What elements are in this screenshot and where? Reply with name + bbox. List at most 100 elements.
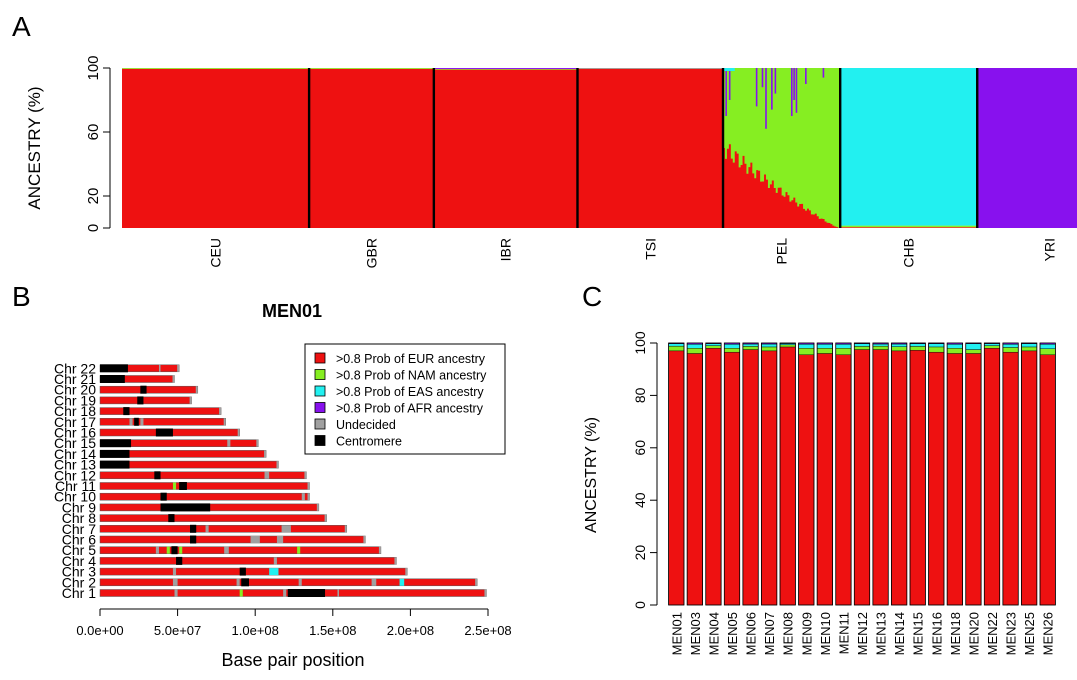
- panel-c-category-label-men15: MEN15: [911, 612, 926, 655]
- panel-b-chr4-bar: [99, 557, 397, 565]
- panel-b-chr22-end-cap: [177, 364, 180, 372]
- panel-c-bar-men10-eas: [816, 344, 833, 349]
- panel-c-bar-men18-eur: [946, 353, 963, 606]
- panel-c-category-label-men25: MEN25: [1022, 612, 1037, 655]
- panel-b-legend-box: [304, 343, 506, 455]
- panel-c-bar-outline-men14: [891, 342, 908, 606]
- panel-a-pel-afr-spike-8: [793, 68, 795, 100]
- panel-c-bar-men13-eas: [872, 343, 889, 347]
- panel-a-population-label-tsi: TSI: [642, 238, 658, 260]
- panel-c-category-label-men23: MEN23: [1004, 612, 1019, 655]
- panel-c-category-label-men01: MEN01: [669, 612, 684, 655]
- panel-c-bar-men26-eur: [1039, 354, 1056, 606]
- panel-c-bar-outline-men03: [686, 342, 703, 606]
- panel-a-ceu-nam-area: [122, 68, 310, 69]
- panel-c-category-label-men26: MEN26: [1041, 612, 1056, 655]
- panel-c-y-tick-label-40: 40: [632, 492, 648, 508]
- panel-b-chr19-bar: [99, 396, 192, 405]
- panel-b-chr3-bar: [99, 567, 408, 576]
- panel-b-chr7-centromere: [190, 524, 197, 533]
- panel-b-chr2-segment-1: [236, 578, 240, 586]
- panel-c-bar-men12-eas: [854, 343, 870, 347]
- panel-a-population-label-chb: CHB: [901, 238, 917, 268]
- panel-c-bar-men13-eur: [872, 349, 889, 606]
- panel-b-chr3-end-cap: [405, 568, 408, 576]
- panel-c-bar-men16-nam: [928, 346, 945, 353]
- panel-a-chb-eas-area: [840, 68, 978, 226]
- panel-b-legend-label-nam: >0.8 Prob of NAM ancestry: [336, 369, 487, 383]
- panel-b-chr6-segment-0: [250, 536, 260, 543]
- panel-b-chr4-centromere: [176, 556, 183, 565]
- panel-a-pel-afr-spike-4: [765, 68, 767, 129]
- panel-c-category-label-men18: MEN18: [948, 612, 963, 655]
- panel-a-y-tick-label-100: 100: [85, 55, 102, 80]
- panel-b-chr6-bar: [99, 535, 366, 544]
- panel-a-yri-afr-area: [977, 68, 1077, 228]
- panel-b-chr20-label: Chr 20: [54, 382, 96, 398]
- panel-b-chr5-segment-3: [224, 546, 229, 554]
- panel-b-chr2-segment-4: [371, 578, 377, 586]
- panel-c-bar-outline-men23: [1002, 342, 1019, 606]
- panel-b-chr3-segment-0: [172, 568, 177, 576]
- panel-b-legend-label-undecided: Undecided: [336, 418, 396, 432]
- panel-b-chr5-segment-4: [297, 546, 301, 554]
- panel-c-bar-outline-men04: [705, 342, 722, 606]
- panel-b-legend-label-afr: >0.8 Prob of AFR ancestry: [336, 402, 484, 416]
- panel-b-chr18-end-cap: [219, 407, 222, 415]
- panel-c-bar-men22-nam: [984, 345, 1000, 349]
- panel-c-bar-men03-eur: [686, 353, 703, 606]
- panel-b-chr22-segment-0: [158, 364, 161, 372]
- panel-c-y-tick-label-100: 100: [632, 331, 648, 355]
- panel-c-bar-outline-men07: [761, 342, 778, 606]
- panel-a-y-axis-label: ANCESTRY (%): [25, 86, 44, 209]
- panel-b-chr22-label: Chr 22: [54, 360, 96, 376]
- panel-c-bar-men11-eur: [835, 354, 852, 606]
- panel-c-bar-men04-nam: [705, 345, 722, 349]
- panel-b-chr17-bar: [99, 418, 226, 426]
- panel-b-chr6-label: Chr 6: [62, 532, 96, 548]
- panel-c-bar-men04-eur: [705, 348, 722, 606]
- panel-a-plot-area: [122, 68, 1077, 228]
- panel-b-chr5-end-cap: [378, 546, 381, 554]
- panel-b-chr12-centromere: [154, 471, 161, 480]
- panel-c-bar-men26-nam: [1039, 348, 1056, 355]
- panel-a-ibr-eur-area: [433, 69, 578, 228]
- panel-b-chr17-centromere: [134, 417, 139, 426]
- panel-a-gbr-eur-area: [309, 68, 434, 228]
- panel-c-category-label-men05: MEN05: [725, 612, 740, 655]
- panel-b-chr2-end-cap: [475, 578, 478, 586]
- panel-b-chr1-label: Chr 1: [62, 585, 96, 601]
- panel-c-bar-men20-eas: [965, 343, 982, 350]
- panel-a-population-divider-5: [976, 68, 979, 228]
- panel-c-bar-men23-eas: [1002, 344, 1019, 348]
- panel-a-pel-afr-spike-3: [761, 68, 764, 88]
- panel-b-x-tick-label-4: 2.0e+08: [387, 623, 434, 638]
- panel-b-chr4-label: Chr 4: [62, 553, 96, 569]
- panel-c-bar-men20-nam: [965, 349, 982, 354]
- panel-b-x-tick-label-5: 2.5e+08: [464, 623, 511, 638]
- panel-c-bar-outline-men05: [723, 342, 741, 606]
- panel-c-bar-men23-eur: [1002, 351, 1019, 606]
- panel-b-chr9-end-cap: [316, 503, 319, 511]
- panel-b-chr7-label: Chr 7: [62, 521, 96, 537]
- panel-b-chr16-label: Chr 16: [54, 425, 96, 441]
- panel-c-bar-outline-men10: [816, 342, 833, 606]
- panel-b-chr11-end-cap: [307, 482, 310, 490]
- panel-a-population-label-yri: YRI: [1042, 238, 1058, 261]
- panel-c-bar-men10-eur: [816, 353, 833, 606]
- panel-b-chr10-bar: [99, 492, 310, 501]
- panel-b-chr5-segment-1: [166, 546, 170, 554]
- panel-b-chr14-end-cap: [264, 450, 267, 458]
- panel-c-category-label-men06: MEN06: [744, 612, 759, 655]
- panel-b-chr6-segment-1: [276, 536, 284, 543]
- panel-c-bar-men25-eur: [1021, 350, 1038, 606]
- panel-c-bar-men09-eas: [798, 344, 815, 349]
- panel-a-chb-nam-area: [840, 225, 978, 228]
- panel-b-chr3-centromere: [239, 567, 246, 576]
- panel-a-pel-afr-spike-2: [755, 68, 758, 107]
- panel-c-bar-men18-nam: [946, 348, 963, 354]
- panel-b-chr12-end-cap: [304, 471, 307, 479]
- panel-c-bar-outline-men25: [1021, 342, 1038, 606]
